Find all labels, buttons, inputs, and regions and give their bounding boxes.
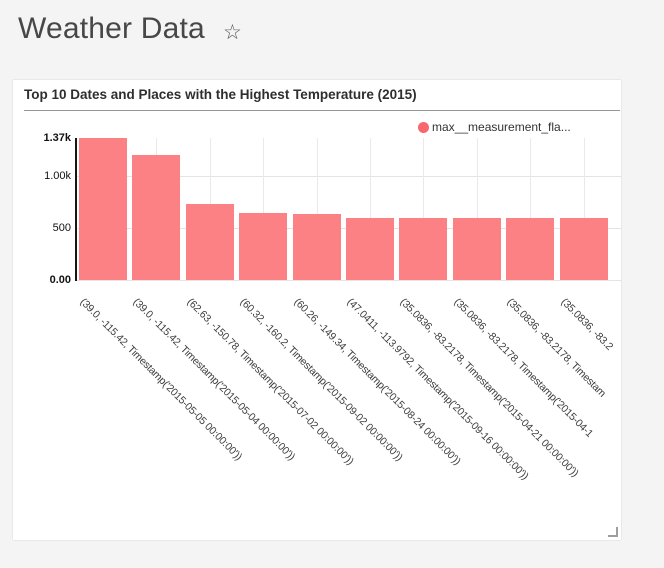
y-axis-line bbox=[75, 138, 77, 281]
y-axis-tick-label: 0.00 bbox=[49, 274, 71, 286]
x-gridline bbox=[423, 138, 425, 280]
bar[interactable] bbox=[346, 217, 394, 280]
y-gridline bbox=[76, 280, 621, 281]
x-axis-tick-label: (35.0836, -83.2 bbox=[558, 296, 615, 353]
bar[interactable] bbox=[132, 155, 181, 280]
bar[interactable] bbox=[452, 218, 501, 280]
legend-item[interactable]: max__measurement_fla... bbox=[418, 120, 571, 134]
x-gridline bbox=[530, 138, 532, 280]
bar[interactable] bbox=[239, 213, 288, 280]
bar[interactable] bbox=[79, 138, 127, 280]
x-axis-tick-label: (47.0411, -113.9792, Timestamp('2015-09-… bbox=[344, 296, 531, 483]
y-axis-tick-label: 1.00k bbox=[44, 170, 71, 183]
x-axis-tick-label: (35.0836, -83.2178, Timestam bbox=[504, 296, 609, 400]
resize-handle-icon[interactable] bbox=[608, 527, 618, 537]
legend-label: max__measurement_fla... bbox=[432, 120, 571, 134]
bar[interactable] bbox=[185, 203, 234, 280]
bar[interactable] bbox=[292, 213, 341, 280]
x-gridline bbox=[583, 138, 585, 280]
bar[interactable] bbox=[506, 218, 555, 280]
x-gridline bbox=[476, 138, 478, 280]
legend-dot-icon bbox=[418, 121, 429, 133]
bar[interactable] bbox=[559, 218, 608, 280]
x-gridline bbox=[316, 138, 318, 280]
plot-area: 0.00 500 1.00k 1.37k (39.0, -115.42, Timesta… bbox=[13, 80, 621, 540]
y-gridline bbox=[76, 176, 621, 178]
x-axis-tick-label: (35.0836, -83.2178, Timestamp('2015-04-2… bbox=[397, 296, 582, 480]
star-icon[interactable]: ☆ bbox=[222, 20, 242, 44]
y-axis-tick-label: 500 bbox=[52, 222, 71, 235]
x-gridline bbox=[263, 138, 265, 280]
title-divider bbox=[24, 110, 620, 111]
y-axis-tick-label: 1.37k bbox=[43, 132, 71, 144]
page-header: Weather Data ☆ bbox=[18, 12, 242, 46]
page-title: Weather Data bbox=[18, 12, 205, 45]
bar[interactable] bbox=[399, 217, 448, 280]
x-gridline bbox=[370, 138, 371, 280]
chart-card: Top 10 Dates and Places with the Highest… bbox=[13, 80, 621, 540]
chart-title: Top 10 Dates and Places with the Highest… bbox=[24, 87, 417, 102]
